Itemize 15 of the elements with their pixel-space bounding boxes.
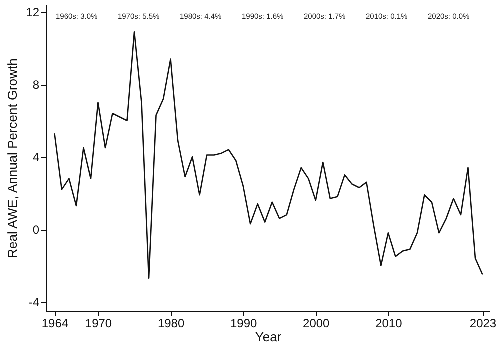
y-tick-label: 4 bbox=[32, 150, 40, 165]
x-tick-label: 2000 bbox=[303, 316, 330, 330]
x-tick-label: 1990 bbox=[230, 316, 258, 330]
line-series bbox=[54, 32, 484, 280]
x-tick-label: 2010 bbox=[376, 316, 403, 330]
x-tick-label: 1964 bbox=[42, 316, 69, 330]
x-tick-label: 1980 bbox=[158, 316, 185, 330]
y-tick-label: 12 bbox=[26, 6, 40, 20]
y-tick-label: 8 bbox=[32, 78, 40, 92]
y-tick-label: -4 bbox=[28, 295, 40, 310]
y-tick-label: 0 bbox=[32, 223, 40, 238]
y-axis-title: Real AWE, Annual Percent Growth bbox=[5, 58, 20, 258]
x-axis-title: Year bbox=[255, 330, 282, 344]
x-tick-label: 2023 bbox=[470, 316, 497, 330]
x-tick-label: 1970 bbox=[85, 316, 112, 330]
